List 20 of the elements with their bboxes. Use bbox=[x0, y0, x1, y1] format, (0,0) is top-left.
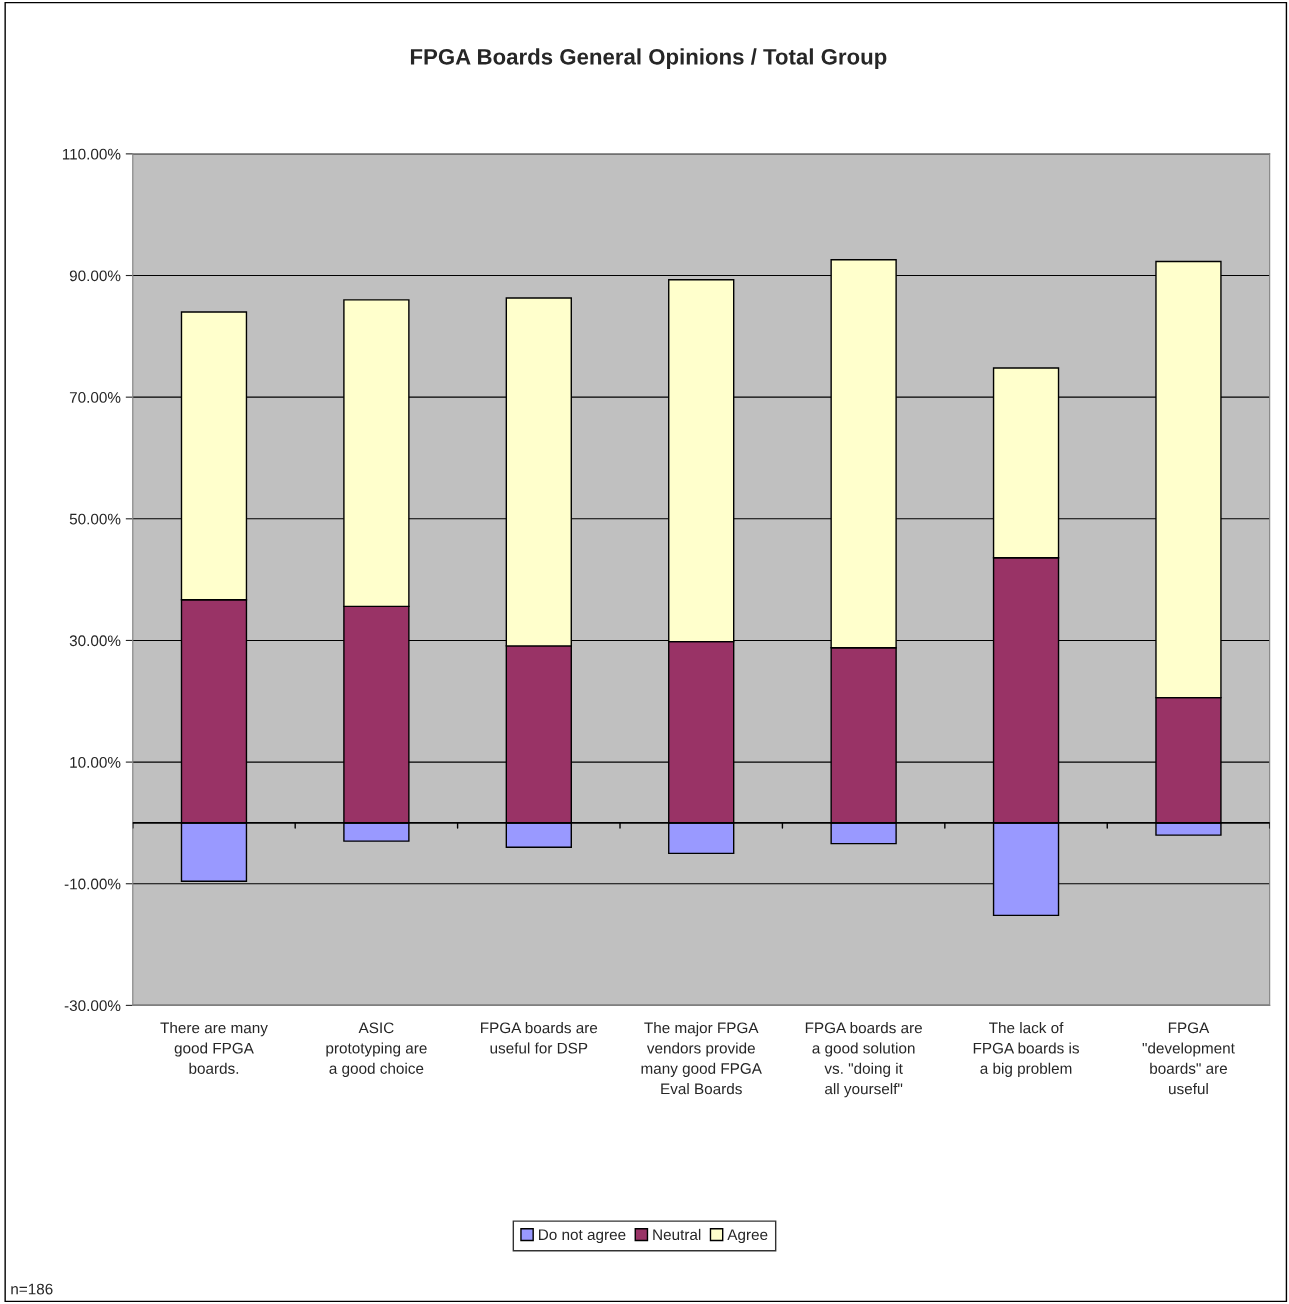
y-tick-label: 30.00% bbox=[69, 635, 121, 647]
y-tick-label: -10.00% bbox=[64, 878, 121, 890]
legend-label: Do not agree bbox=[539, 1229, 626, 1244]
y-tick-label: 70.00% bbox=[69, 392, 121, 403]
x-tick-label: FPGA "development boards" are useful bbox=[1142, 1022, 1235, 1095]
x-tick-label: FPGA boards are useful for DSP bbox=[481, 1022, 598, 1054]
x-tick-label: FPGA boards are a good solution vs. "doing it all yourself" bbox=[805, 1022, 922, 1098]
y-tick-label: 110.00% bbox=[62, 148, 121, 160]
chart-title: FPGA Boards General Opinions / Total Group bbox=[410, 48, 887, 70]
y-tick-label: 10.00% bbox=[70, 756, 121, 768]
text: n=186 bbox=[11, 1283, 53, 1295]
x-tick-label: The major FPGA vendors provide many good FPGA Eval Boards bbox=[641, 1022, 762, 1095]
y-tick-label: 90.00% bbox=[69, 270, 121, 282]
y-tick-label: 50.00% bbox=[69, 513, 121, 525]
x-tick-label: The lack of FPGA boards is a big problem bbox=[973, 1022, 1079, 1077]
legend-label: Neutral bbox=[653, 1228, 701, 1241]
x-tick-label: ASIC prototyping are a good choice bbox=[326, 1022, 427, 1077]
x-tick-label: There are many good FPGA boards. bbox=[160, 1022, 268, 1074]
legend-label: Agree bbox=[727, 1229, 768, 1244]
y-tick-label: -30.00% bbox=[64, 1000, 121, 1012]
